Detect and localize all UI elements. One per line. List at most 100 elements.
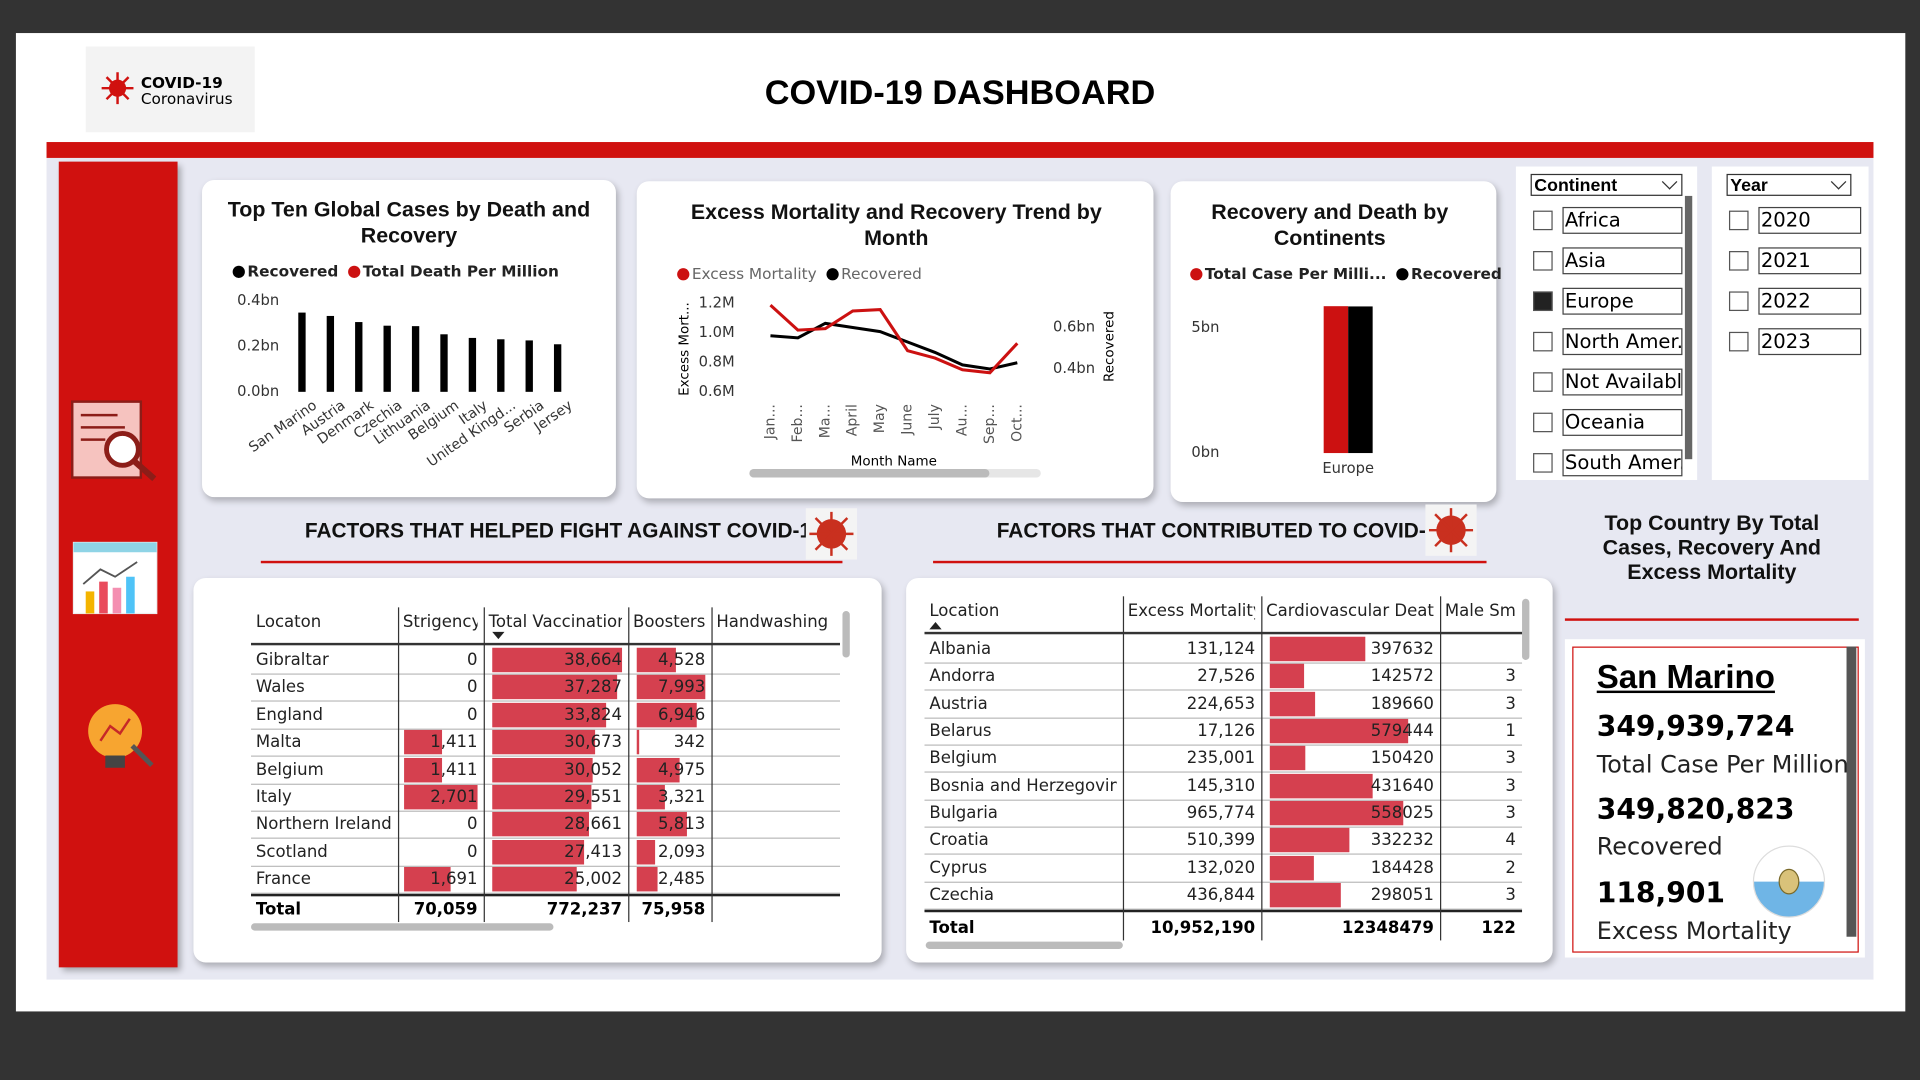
table-cell: 27,526 [1197, 666, 1256, 687]
checkbox[interactable] [1533, 291, 1553, 312]
table-cell: 965,774 [1186, 803, 1256, 823]
row-rule [251, 783, 841, 785]
row-rule [251, 755, 841, 757]
column-header: Handwashing Fa [716, 612, 834, 632]
table-cell: 27,413 [564, 842, 623, 862]
chart-title: Recovery and Death by Continents [1211, 199, 1449, 250]
data-bar [1269, 691, 1316, 716]
checkbox[interactable] [1728, 291, 1749, 312]
total-rule [924, 909, 1523, 913]
data-bar [404, 867, 451, 892]
scrollbar[interactable] [842, 611, 850, 658]
table-cell: Andorra [929, 666, 996, 687]
slicer-item[interactable]: 2021 [1758, 247, 1862, 275]
data-bar [636, 839, 655, 865]
row-rule [924, 689, 1523, 692]
kpi-border [1572, 646, 1859, 953]
table-cell: 17,126 [1197, 721, 1256, 741]
checkbox[interactable] [1533, 453, 1553, 473]
chart-title: Top Ten Global Cases by Death and Recove… [227, 197, 591, 248]
table-cell: 132,020 [1186, 858, 1256, 878]
table-cell: 2,485 [657, 869, 706, 890]
table-cell: 4,975 [657, 759, 706, 780]
checkbox[interactable] [1533, 331, 1553, 352]
data-bar [492, 812, 589, 837]
data-bar [636, 812, 687, 837]
checkbox[interactable] [1533, 210, 1553, 231]
table-cell: Cyprus [929, 858, 988, 878]
row-rule [924, 717, 1523, 719]
scrollbar[interactable] [925, 941, 1123, 949]
column-rule [628, 607, 630, 923]
column-header: Male Smo [1444, 601, 1516, 621]
table-cell: 0 [467, 677, 478, 698]
row-rule [924, 744, 1523, 746]
section-underline [260, 560, 843, 564]
kpi-label: Excess Mortality [1596, 917, 1792, 946]
table-cell: 38,664 [564, 650, 623, 670]
slicer-header[interactable]: Continent [1530, 173, 1683, 196]
logo-title: COVID-19 [140, 73, 223, 92]
table-cell: Belarus [929, 721, 992, 741]
slicer-header[interactable]: Year [1726, 173, 1852, 196]
section-underline [933, 560, 1487, 564]
slicer-item[interactable]: 2022 [1758, 287, 1862, 315]
table-cell: 30,052 [564, 759, 623, 780]
table-cell: 6,946 [657, 705, 706, 725]
data-bar [1269, 718, 1409, 744]
table-cell: England [255, 705, 324, 725]
sort-indicator [929, 622, 942, 630]
table-cell: 37,287 [564, 677, 623, 698]
table-cell: 0 [467, 842, 478, 862]
table-cell: Belgium [255, 759, 324, 780]
data-bar [636, 730, 640, 755]
scrollbar[interactable] [251, 923, 554, 931]
header-rule [251, 642, 841, 645]
table-cell: 332232 [1370, 830, 1434, 851]
slicer-item[interactable]: 2020 [1758, 206, 1862, 234]
slicer-item[interactable]: Europe [1562, 287, 1683, 315]
kpi-label: Recovered [1596, 832, 1723, 861]
data-bar [1269, 828, 1350, 853]
slicer-item[interactable]: North Amer... [1562, 328, 1683, 356]
header-rule [924, 631, 1523, 634]
data-bar [492, 675, 618, 700]
slicer-item[interactable]: Oceania [1562, 408, 1683, 436]
table-cell: Bulgaria [929, 803, 998, 823]
table-cell: 1,411 [430, 732, 478, 753]
row-rule [924, 826, 1523, 828]
table-cell: 28,661 [564, 814, 623, 835]
column-header: Location [929, 601, 1000, 621]
table-cell: 150420 [1370, 748, 1434, 769]
checkbox[interactable] [1728, 331, 1749, 352]
table-cell: 4,528 [657, 650, 706, 670]
scrollbar[interactable] [1846, 646, 1857, 937]
table-cell: 1 [1505, 721, 1516, 741]
slicer-item[interactable]: Asia [1562, 247, 1683, 275]
slicer-item[interactable]: Not Available [1562, 368, 1683, 396]
total-rule [251, 894, 841, 897]
checkbox[interactable] [1533, 372, 1553, 392]
scrollbar[interactable] [1522, 598, 1530, 661]
virus-icon [1425, 504, 1477, 556]
scrollbar[interactable] [1684, 195, 1693, 460]
row-rule [251, 865, 841, 867]
data-bar [1269, 636, 1365, 662]
sidebar-icons[interactable] [69, 398, 167, 778]
total-cell: 772,237 [546, 900, 623, 920]
slicer-item[interactable]: 2023 [1758, 328, 1862, 356]
table-cell: 0 [467, 650, 478, 670]
checkbox[interactable] [1533, 412, 1553, 433]
virus-icon [805, 508, 858, 560]
checkbox[interactable] [1728, 210, 1749, 231]
slicer-item[interactable]: Africa [1562, 206, 1683, 234]
checkbox[interactable] [1728, 251, 1749, 271]
row-rule [924, 854, 1523, 856]
section-heading: FACTORS THAT HELPED FIGHT AGAINST COVID-… [304, 519, 823, 543]
checkbox[interactable] [1533, 251, 1553, 271]
table-cell: Malta [255, 732, 302, 753]
table-cell: 25,002 [564, 869, 623, 890]
slicer-item[interactable]: South Amer... [1562, 449, 1683, 477]
table-cell: 5,813 [657, 814, 706, 835]
data-bar [1269, 883, 1341, 908]
